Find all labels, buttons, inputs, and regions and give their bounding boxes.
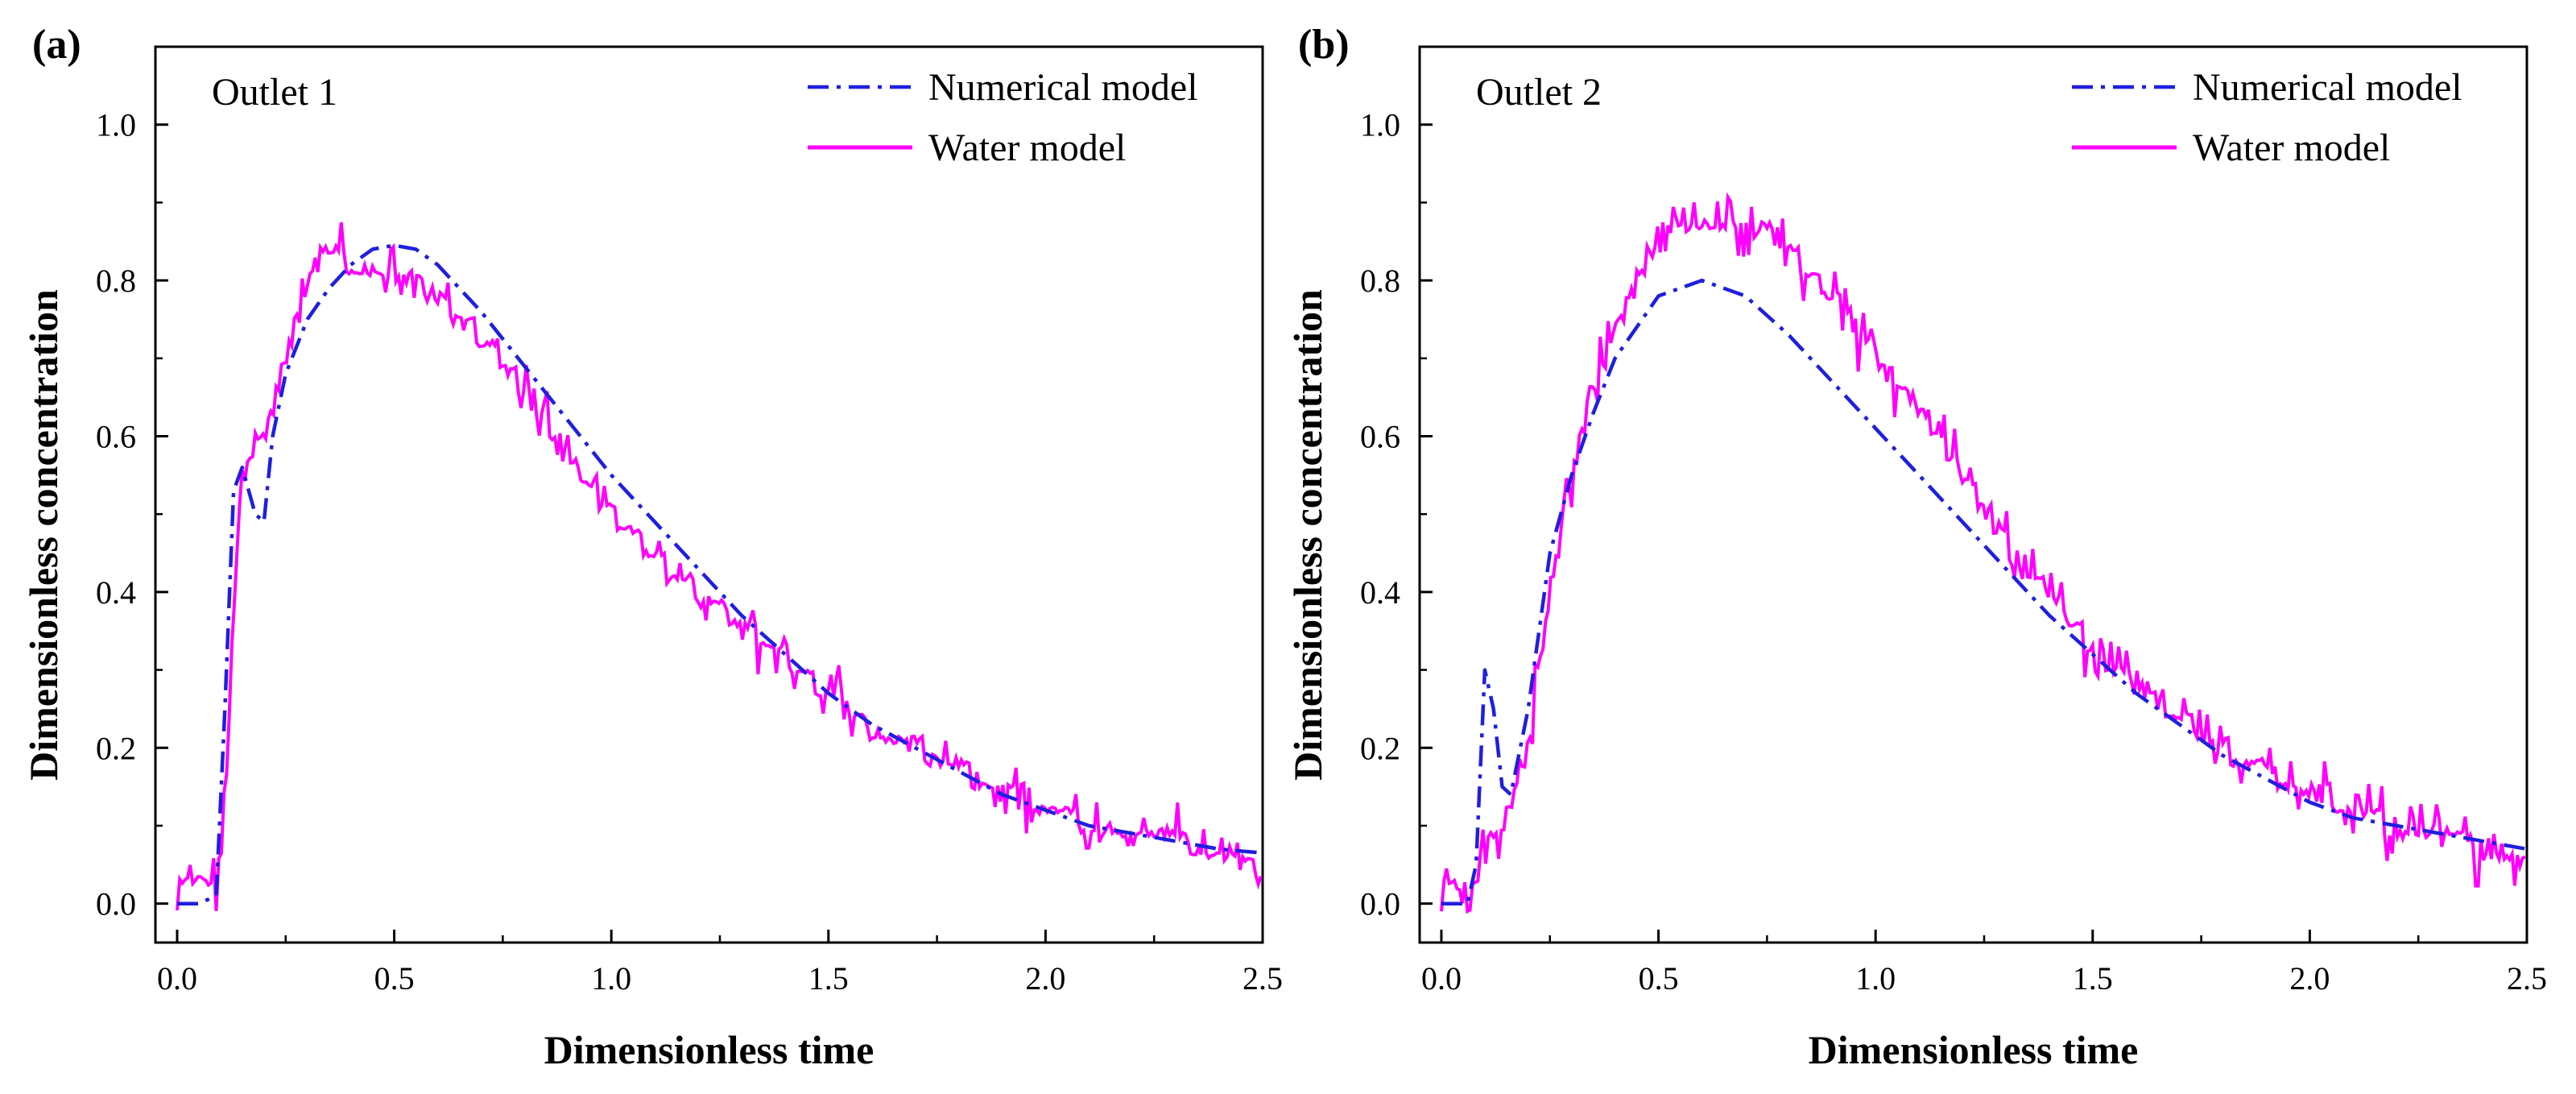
x-tick-label: 0.0: [1421, 960, 1462, 997]
x-tick-label: 2.0: [2289, 960, 2330, 997]
water-model-line: [1440, 192, 2526, 914]
y-tick-label: 0.2: [96, 730, 136, 766]
x-axis-title: Dimensionless time: [1809, 1027, 2139, 1072]
legend-label: Water model: [928, 126, 1126, 169]
y-tick-label: 0.4: [1360, 574, 1400, 611]
x-tick-label: 1.5: [808, 960, 849, 997]
y-tick-label: 0.8: [1360, 263, 1400, 299]
legend-label: Numerical model: [2193, 66, 2462, 109]
legend-label: Water model: [2193, 126, 2390, 169]
panel-label: (a): [32, 22, 81, 68]
x-tick-label: 0.5: [374, 960, 415, 997]
water-model-line: [176, 222, 1263, 911]
panel-label: (b): [1298, 22, 1350, 68]
x-tick-label: 1.0: [591, 960, 631, 997]
y-tick-label: 0.2: [1360, 730, 1400, 766]
x-tick-label: 2.5: [2507, 960, 2547, 997]
x-tick-label: 2.5: [1243, 960, 1283, 997]
x-tick-label: 1.0: [1855, 960, 1896, 997]
y-tick-label: 1.0: [96, 107, 136, 143]
x-tick-label: 1.5: [2073, 960, 2113, 997]
y-axis-title: Dimensionless concentration: [21, 289, 66, 781]
y-tick-label: 0.6: [96, 418, 136, 454]
y-tick-label: 0.0: [1360, 886, 1400, 922]
chart-panel-b: 0.0 0.5 1.0 1.5 2.0 2.5 0.0 0.2 0.4 0.6 0.8 1.0 Dime…: [1285, 22, 2547, 1072]
legend: Numerical model Water model: [2072, 66, 2462, 169]
y-tick-label: 1.0: [1360, 107, 1400, 143]
chart-panel-a: 0.0 0.5 1.0 1.5 2.0 2.5 0.0 0.2 0.4 0.6 0.8 1.0 Dime…: [21, 22, 1283, 1072]
series-group: [1440, 192, 2527, 914]
legend-label: Numerical model: [928, 66, 1198, 109]
plot-frame: [1418, 45, 2528, 944]
y-tick-label: 0.6: [1360, 418, 1400, 454]
x-tick-label: 2.0: [1025, 960, 1065, 997]
plot-frame: [154, 45, 1264, 944]
x-tick-label: 0.0: [157, 960, 197, 997]
y-tick-label: 0.0: [96, 886, 136, 922]
x-axis-title: Dimensionless time: [544, 1027, 875, 1072]
legend: Numerical model Water model: [808, 66, 1198, 169]
numerical-model-line: [177, 243, 1263, 905]
y-axis-title: Dimensionless concentration: [1285, 289, 1330, 781]
series-group: [176, 222, 1263, 911]
outlet-label: Outlet 1: [212, 71, 337, 114]
y-tick-label: 0.8: [96, 263, 136, 299]
outlet-label: Outlet 2: [1476, 71, 1602, 114]
x-tick-label: 0.5: [1639, 960, 1679, 997]
y-tick-label: 0.4: [96, 574, 136, 611]
numerical-model-line: [1441, 278, 2527, 905]
